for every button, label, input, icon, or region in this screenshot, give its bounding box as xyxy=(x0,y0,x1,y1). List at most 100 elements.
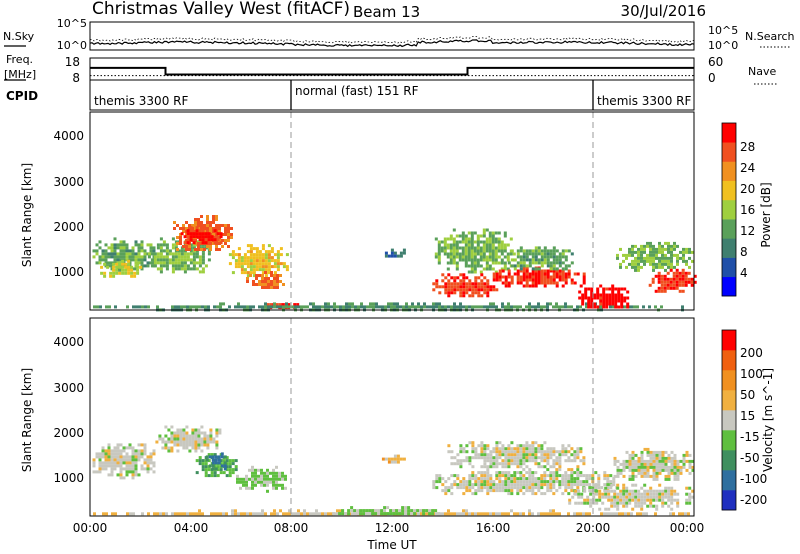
power-cell xyxy=(470,231,474,235)
power-cell xyxy=(640,253,643,257)
power-cell xyxy=(177,255,181,259)
power-cell xyxy=(549,302,552,306)
velocity-cell xyxy=(486,456,490,460)
time-tick-label: 00:00 xyxy=(73,521,108,535)
power-cell xyxy=(675,271,679,275)
power-cell xyxy=(441,279,445,283)
power-cell xyxy=(507,261,511,265)
power-cell xyxy=(503,261,507,265)
velocity-cell xyxy=(610,504,614,508)
velocity-cell xyxy=(251,483,254,487)
power-cell xyxy=(561,261,565,265)
power-cell xyxy=(201,270,205,274)
power-cell xyxy=(605,302,609,306)
velocity-cell xyxy=(480,471,484,475)
velocity-cell xyxy=(220,452,224,456)
power-cell xyxy=(276,253,280,257)
power-cell xyxy=(110,264,114,268)
power-cell xyxy=(459,302,462,306)
velocity-cell xyxy=(525,450,529,454)
power-cell xyxy=(633,305,636,309)
power-cell xyxy=(593,296,597,300)
velocity-cell xyxy=(401,506,405,510)
velocity-cell xyxy=(667,453,671,457)
velocity-cell xyxy=(540,480,544,484)
power-cell xyxy=(649,241,652,245)
power-cell xyxy=(101,249,105,253)
velocity-cell xyxy=(483,453,487,457)
velocity-cell xyxy=(642,512,645,516)
power-cell xyxy=(261,244,265,248)
velocity-cell xyxy=(107,443,111,447)
power-cell xyxy=(654,289,658,293)
velocity-cell xyxy=(200,431,204,435)
velocity-cell xyxy=(622,462,626,466)
velocity-cell xyxy=(122,446,126,450)
power-cell xyxy=(640,256,643,260)
velocity-cell xyxy=(266,477,269,481)
velocity-cell xyxy=(528,444,532,448)
power-cell xyxy=(614,299,618,303)
power-cell xyxy=(452,237,456,241)
velocity-cell xyxy=(504,489,508,493)
velocity-cell xyxy=(438,480,442,484)
velocity-cell xyxy=(152,449,156,453)
velocity-cell xyxy=(621,512,624,516)
velocity-cell xyxy=(462,509,465,513)
velocity-cell xyxy=(501,450,505,454)
power-cell xyxy=(543,284,547,288)
power-cell xyxy=(159,258,163,262)
power-cell xyxy=(279,280,282,283)
power-cell xyxy=(279,247,283,251)
velocity-cell xyxy=(564,453,568,457)
velocity-cell xyxy=(257,480,260,484)
velocity-cell xyxy=(492,459,496,463)
power-cell xyxy=(113,237,117,241)
velocity-cell xyxy=(191,440,195,444)
velocity-cell xyxy=(513,471,517,475)
power-cell xyxy=(194,221,197,224)
power-cell xyxy=(477,294,481,298)
cpid-label: CPID xyxy=(6,89,38,103)
velocity-cell xyxy=(179,434,183,438)
velocity-cell xyxy=(649,504,653,508)
power-cell xyxy=(103,274,107,278)
velocity-cell xyxy=(655,477,659,481)
power-cell xyxy=(470,237,474,241)
velocity-cell xyxy=(402,457,406,461)
velocity-cell xyxy=(616,507,620,511)
velocity-cell xyxy=(685,453,689,457)
power-cell xyxy=(432,282,436,286)
velocity-cell xyxy=(658,498,662,502)
power-cell xyxy=(136,268,140,272)
power-cell xyxy=(540,278,544,282)
power-cell xyxy=(282,262,286,266)
velocity-cell xyxy=(128,455,132,459)
velocity-cell xyxy=(661,495,665,499)
power-cell xyxy=(643,262,646,266)
power-cell xyxy=(110,252,114,256)
velocity-cell xyxy=(664,495,668,499)
power-cell xyxy=(482,249,486,253)
power-cell xyxy=(437,255,441,259)
velocity-cell xyxy=(492,462,496,466)
velocity-cell xyxy=(606,480,610,484)
velocity-cell xyxy=(231,462,235,466)
colorbar-swatch xyxy=(722,142,736,162)
velocity-cell xyxy=(552,471,556,475)
velocity-cell xyxy=(164,425,168,429)
velocity-cell xyxy=(119,467,123,471)
power-cb-tick-label: 24 xyxy=(740,161,755,175)
power-cell xyxy=(330,305,333,309)
velocity-cell xyxy=(208,455,212,459)
velocity-cell xyxy=(275,480,278,484)
power-cell xyxy=(681,289,685,293)
velocity-cell xyxy=(116,464,120,468)
velocity-cell xyxy=(622,492,626,496)
velocity-cell xyxy=(125,467,129,471)
velocity-cell xyxy=(182,440,186,444)
power-cell xyxy=(182,224,185,227)
velocity-cell xyxy=(228,471,232,475)
power-cell xyxy=(276,262,280,266)
power-cell xyxy=(646,244,649,248)
